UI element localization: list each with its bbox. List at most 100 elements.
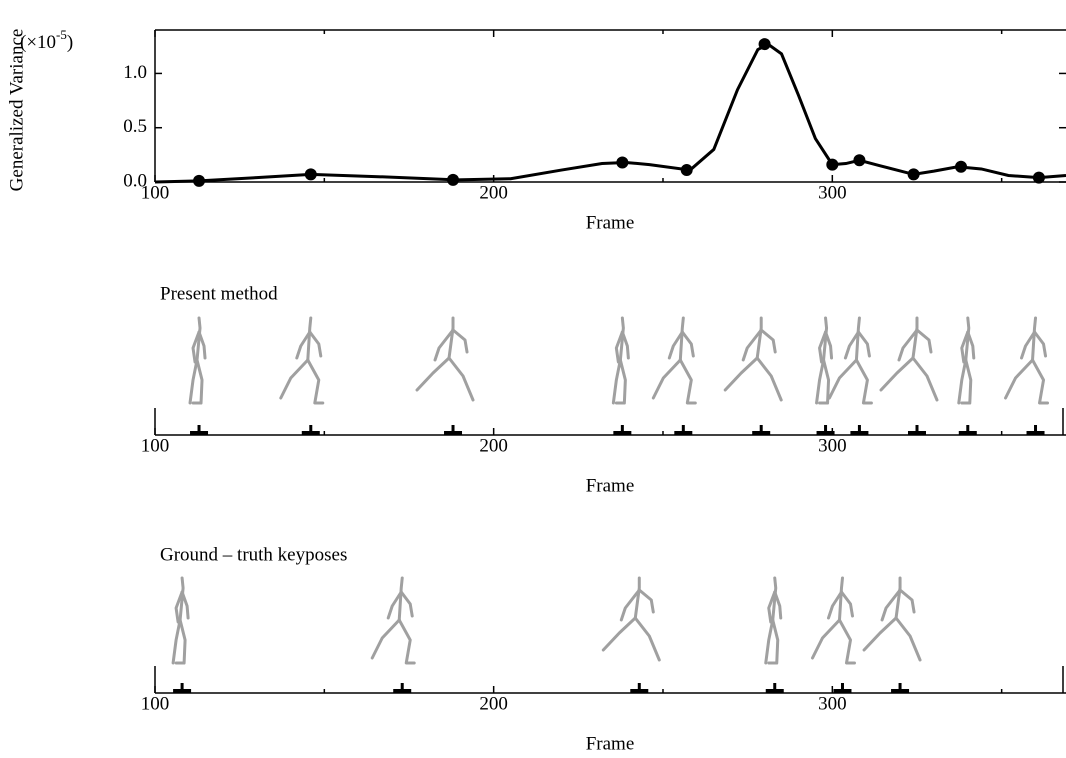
y-axis-label: Generalized Variance: [6, 29, 27, 192]
limb: [618, 316, 625, 362]
limb: [447, 356, 475, 402]
limb: [741, 328, 763, 362]
limb: [633, 576, 641, 620]
limb: [911, 316, 919, 360]
limb: [755, 316, 763, 360]
keypose-marker: [907, 425, 926, 435]
pose-figure: [415, 316, 475, 402]
keypose-marker: [393, 683, 412, 693]
limb: [879, 356, 915, 392]
limb: [619, 588, 641, 622]
keypose-marker: [630, 683, 649, 693]
x-tick-label: 100: [141, 435, 170, 456]
limb: [174, 590, 184, 624]
limb: [818, 330, 828, 364]
limb: [308, 330, 323, 358]
keypoint: [616, 156, 629, 169]
limb: [854, 316, 861, 362]
x-tick-label: 100: [141, 693, 170, 714]
variance-curve: [154, 42, 1066, 184]
limb: [815, 358, 826, 405]
limb: [1033, 330, 1048, 358]
y-unit-part: (×10: [20, 32, 56, 53]
keypoint: [1032, 171, 1045, 184]
x-axis-label: Frame: [586, 212, 635, 233]
pose-figure: [723, 316, 783, 402]
limb: [964, 316, 971, 362]
x-tick-label: 100: [141, 182, 170, 203]
limb: [771, 576, 778, 622]
limb: [451, 328, 469, 354]
limb: [614, 330, 624, 364]
pose-figure: [764, 576, 783, 665]
pose-figure: [1004, 316, 1050, 405]
limb: [178, 576, 185, 622]
limb: [279, 358, 310, 400]
limb: [180, 590, 190, 620]
x-axis-label: Frame: [586, 733, 635, 754]
limb: [810, 618, 841, 660]
limb: [195, 316, 202, 362]
limb: [826, 590, 843, 620]
keypose-marker: [173, 683, 192, 693]
limb: [759, 328, 777, 354]
limb: [894, 616, 922, 662]
keypoint: [680, 164, 693, 177]
keypose-marker: [444, 425, 463, 435]
limb: [306, 316, 313, 362]
limb: [966, 330, 976, 360]
keypoint: [826, 158, 839, 171]
y-tick-label: 0.0: [123, 170, 147, 191]
limb: [960, 358, 973, 405]
pose-figure: [862, 576, 922, 662]
keypose-marker: [850, 425, 869, 435]
limb: [854, 358, 873, 405]
limb: [1020, 330, 1037, 360]
panel-title: Present method: [160, 283, 278, 304]
limb: [894, 576, 902, 620]
limb: [843, 330, 860, 360]
keypose-marker: [833, 683, 852, 693]
pose-figure: [279, 316, 325, 405]
pose-figure: [188, 316, 207, 405]
limb: [370, 618, 401, 660]
limb: [399, 590, 414, 618]
limb: [678, 316, 685, 362]
limb: [397, 618, 416, 665]
limb: [680, 330, 695, 358]
keypose-marker: [816, 425, 835, 435]
keypose-marker: [765, 683, 784, 693]
x-tick-label: 300: [818, 182, 847, 203]
pose-figure: [651, 316, 697, 405]
keypose-marker: [674, 425, 693, 435]
x-tick-label: 200: [479, 435, 508, 456]
keypose-marker: [613, 425, 632, 435]
limb: [911, 356, 939, 402]
limb: [837, 576, 844, 622]
limb: [415, 356, 451, 392]
limb: [1004, 358, 1035, 400]
limb: [764, 618, 775, 665]
limb: [880, 588, 902, 622]
keypoint: [853, 154, 866, 167]
keypose-marker: [1026, 425, 1045, 435]
limb: [915, 328, 933, 354]
x-tick-label: 200: [479, 182, 508, 203]
limb: [822, 316, 829, 362]
limb: [827, 358, 858, 400]
pose-figure: [879, 316, 939, 402]
keypose-marker: [752, 425, 771, 435]
limb: [755, 356, 783, 402]
pose-figure: [370, 576, 416, 665]
limb: [306, 358, 325, 405]
limb: [614, 358, 627, 405]
pose-figure: [171, 576, 190, 665]
keypoint: [758, 38, 771, 51]
limb: [837, 618, 856, 665]
limb: [957, 358, 968, 405]
limb: [862, 616, 898, 652]
limb: [897, 328, 919, 362]
limb: [723, 356, 759, 392]
keypose-marker: [958, 425, 977, 435]
